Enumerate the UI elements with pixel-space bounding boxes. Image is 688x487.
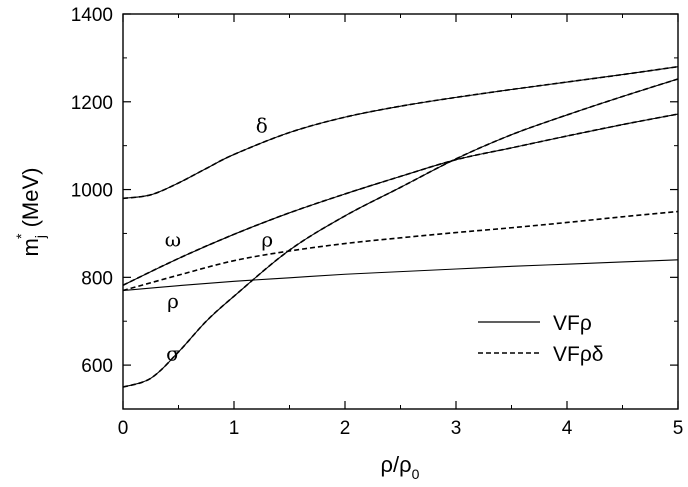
series-line-solid <box>122 259 679 292</box>
x-axis-title: ρ/ρ0 <box>381 452 420 482</box>
y-tick-label: 800 <box>81 268 113 289</box>
axis-ticks: 0 1 2 3 4 5 600 800 1000 1200 1400 <box>71 5 684 439</box>
legend-dashed-label: VFρδ <box>553 343 603 366</box>
series-line-solid <box>122 66 679 199</box>
curve-label: ρ <box>261 228 273 252</box>
x-axis-title-sub: 0 <box>412 466 420 482</box>
y-tick-label: 600 <box>81 356 113 377</box>
curves <box>122 65 679 388</box>
curve-label: ω <box>165 228 181 252</box>
x-tick-label: 5 <box>673 418 684 439</box>
series-line-dashed <box>122 78 679 388</box>
curve-label: σ <box>166 342 180 366</box>
y-tick-label: 1000 <box>71 181 113 202</box>
legend-solid-label: VFρ <box>553 312 592 335</box>
y-axis-title-main: m <box>18 238 43 256</box>
y-axis-title-rest: (MeV) <box>18 168 43 234</box>
y-tick-label: 1400 <box>71 5 113 26</box>
y-tick-label: 1200 <box>71 93 113 114</box>
x-axis-title-main: ρ/ρ <box>381 452 412 477</box>
x-tick-label: 3 <box>451 418 462 439</box>
series-line-solid <box>122 113 679 286</box>
y-axis-title: mj* (MeV) <box>13 168 48 257</box>
series-line-solid <box>122 78 679 388</box>
y-axis-title-sub: j <box>32 235 48 239</box>
legend: VFρ VFρδ <box>478 312 603 366</box>
x-tick-label: 2 <box>340 418 351 439</box>
x-tick-label: 4 <box>562 418 573 439</box>
x-tick-label: 1 <box>229 418 240 439</box>
curve-labels: δ ω ρ ρ σ <box>165 114 273 366</box>
y-axis-title-sup: * <box>13 233 29 239</box>
curve-label: ρ <box>167 289 179 313</box>
series-line-dashed <box>122 113 679 286</box>
series-line-dashed <box>122 210 679 292</box>
x-tick-label: 0 <box>118 418 129 439</box>
curve-label: δ <box>256 114 268 138</box>
series-line-dashed <box>122 65 679 200</box>
